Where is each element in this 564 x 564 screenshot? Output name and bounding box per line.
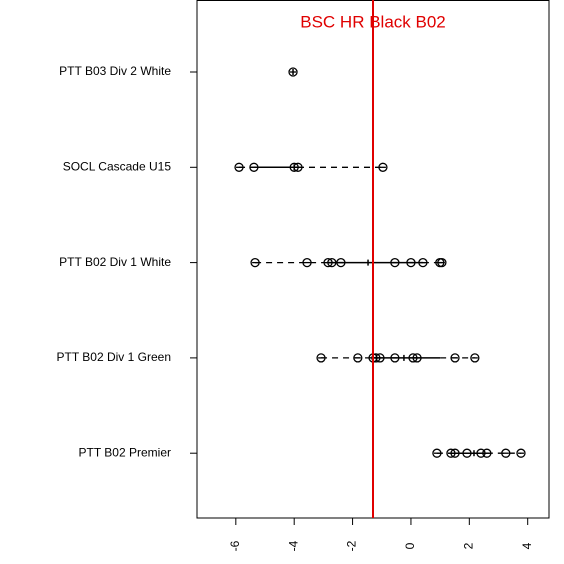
y-tick-label: PTT B02 Div 1 Green xyxy=(57,350,172,364)
y-tick-label: PTT B02 Premier xyxy=(79,445,171,459)
point xyxy=(418,257,428,268)
point xyxy=(250,257,260,268)
point xyxy=(482,448,492,458)
point xyxy=(501,448,511,458)
point xyxy=(327,257,337,268)
point xyxy=(390,353,400,363)
point xyxy=(462,448,472,458)
point xyxy=(234,162,244,172)
reference-label: BSC HR Black B02 xyxy=(300,12,446,31)
point xyxy=(406,257,416,268)
x-tick-label: -2 xyxy=(345,540,359,551)
point xyxy=(390,257,400,268)
point xyxy=(249,162,259,172)
point xyxy=(516,448,526,458)
point xyxy=(336,257,346,268)
point xyxy=(432,448,442,458)
point xyxy=(412,353,422,363)
point xyxy=(375,353,385,363)
y-tick-label: PTT B03 Div 2 White xyxy=(59,64,171,78)
x-tick-label: -4 xyxy=(286,540,300,551)
x-tick-label: 0 xyxy=(403,542,417,549)
point xyxy=(288,67,298,77)
point xyxy=(450,353,460,363)
point xyxy=(293,162,303,172)
point xyxy=(302,257,312,268)
point xyxy=(378,162,388,172)
point xyxy=(437,257,447,268)
y-tick-label: SOCL Cascade U15 xyxy=(63,159,172,173)
y-tick-label: PTT B02 Div 1 White xyxy=(59,255,171,269)
point xyxy=(316,353,326,363)
point xyxy=(470,353,480,363)
point xyxy=(353,353,363,363)
x-tick-label: 2 xyxy=(461,542,475,549)
x-tick-label: -6 xyxy=(228,540,242,551)
point xyxy=(450,448,460,458)
x-tick-label: 4 xyxy=(520,542,534,549)
